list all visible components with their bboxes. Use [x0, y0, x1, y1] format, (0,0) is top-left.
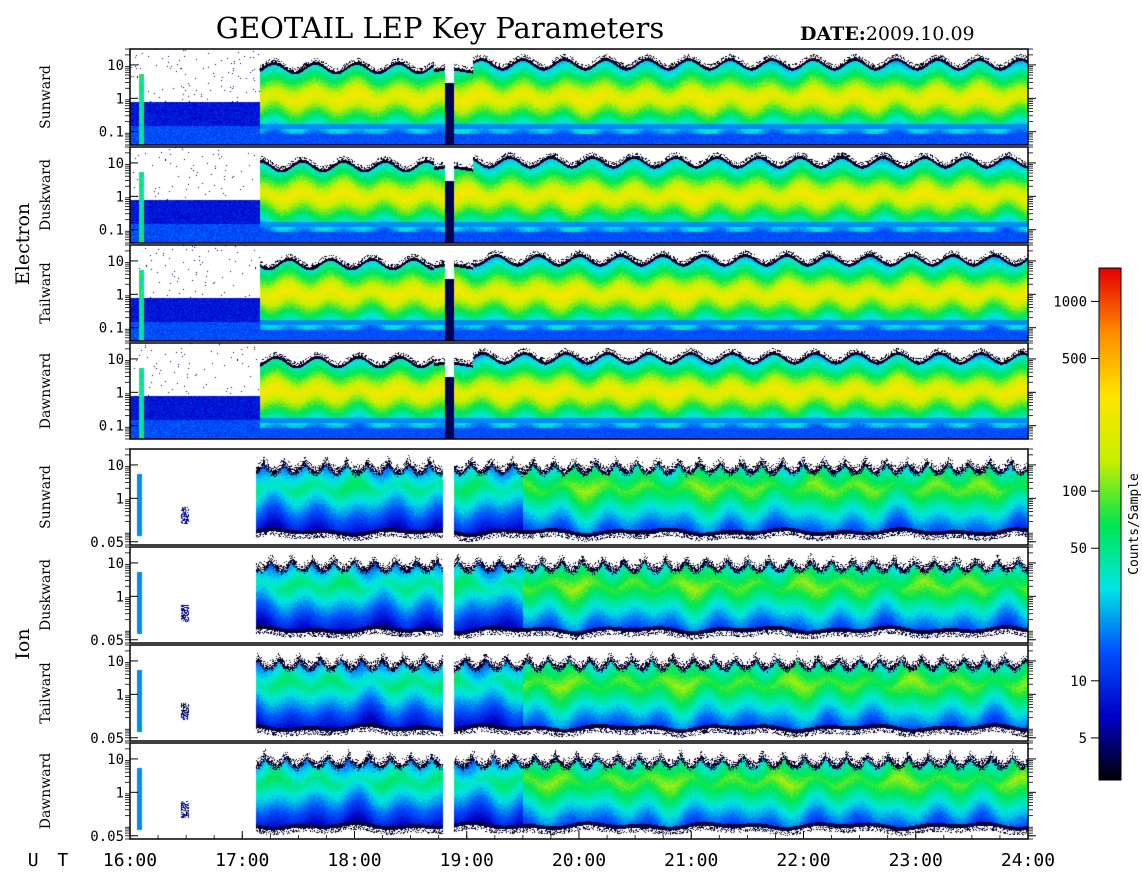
panel-frame [129, 448, 1029, 546]
panel-label: Dawnward [38, 353, 54, 430]
y-tick-label: 1 [116, 785, 124, 801]
x-tick-label: 22:00 [776, 850, 830, 871]
electron-dawnward-spectrogram [130, 343, 1028, 439]
panel-frame [129, 244, 1029, 342]
colorbar: 5 10 50 100 500 1000 Counts/Sample [1053, 267, 1142, 781]
y-tick-label: 10 [107, 156, 124, 172]
panel-label: Duskward [38, 559, 54, 631]
colorbar-tick-label: 100 [1062, 484, 1087, 500]
colorbar-tick-label: 1000 [1053, 294, 1087, 310]
colorbar-gradient [1099, 268, 1121, 780]
y-tick-label: 0.1 [99, 321, 124, 337]
ion-tailward-spectrogram [130, 645, 1028, 741]
panel-label: Tailward [38, 262, 54, 324]
date-label: DATE:2009.10.09 [800, 23, 975, 45]
panel-label: Tailward [38, 662, 54, 724]
x-tick-label: 20:00 [552, 850, 606, 871]
y-tick-label: 10 [107, 352, 124, 368]
y-tick-label: 0.1 [99, 223, 124, 239]
y-tick-label: 1 [116, 91, 124, 107]
panels-layer [130, 49, 1028, 839]
x-tick-label: 21:00 [664, 850, 718, 871]
y-tick-label: 1 [116, 687, 124, 703]
y-tick-label: 1 [116, 287, 124, 303]
ion-group-label: Ion [12, 628, 34, 659]
ion-duskward-spectrogram [130, 547, 1028, 643]
x-axis-label: U T [28, 850, 73, 871]
colorbar-label: Counts/Sample [1127, 473, 1142, 575]
y-tick-label: 10 [107, 58, 124, 74]
panel-frame [129, 644, 1029, 742]
y-tick-label: 0.1 [99, 419, 124, 435]
y-tick-label: 10 [107, 654, 124, 670]
panel-label: Dawnward [38, 753, 54, 830]
x-tick-label: 18:00 [327, 850, 381, 871]
colorbar-tick-label: 500 [1062, 352, 1087, 368]
y-tick-label: 1 [116, 385, 124, 401]
colorbar-tick-label: 10 [1070, 674, 1087, 690]
y-tick-label: 0.1 [99, 125, 124, 141]
panel-label: Duskward [38, 159, 54, 231]
panel-label: Sunward [38, 465, 54, 529]
ion-sunward-spectrogram [130, 449, 1028, 545]
x-tick-label: 19:00 [440, 850, 494, 871]
x-tick-label: 17:00 [215, 850, 269, 871]
y-tick-label: 10 [107, 458, 124, 474]
y-tick-label: 0.05 [90, 535, 124, 551]
date-prefix: DATE: [800, 23, 866, 45]
y-tick-label: 0.05 [90, 633, 124, 649]
y-tick-label: 0.05 [90, 829, 124, 845]
x-tick-label: 23:00 [889, 850, 943, 871]
x-tick-label: 24:00 [1001, 850, 1055, 871]
y-tick-label: 10 [107, 556, 124, 572]
panel-frame [129, 342, 1029, 440]
y-tick-label: 0.05 [90, 731, 124, 747]
colorbar-frame [1098, 267, 1122, 781]
colorbar-tick-label: 50 [1070, 541, 1087, 557]
electron-sunward-spectrogram [130, 49, 1028, 145]
y-tick-label: 10 [107, 752, 124, 768]
x-tick-label: 16:00 [103, 850, 157, 871]
panel-frame [129, 146, 1029, 244]
ion-dawnward-spectrogram [130, 743, 1028, 839]
panel-frame [129, 48, 1029, 146]
y-tick-label: 10 [107, 254, 124, 270]
y-tick-label: 1 [116, 189, 124, 205]
electron-group-label: Electron [12, 203, 34, 285]
panel-frame [129, 546, 1029, 644]
axes-layer: Electron Sunward 10 1 0.1 Duskward 10 1 0.1 Tailw… [12, 48, 1055, 871]
panel-label: Sunward [38, 65, 54, 129]
electron-duskward-spectrogram [130, 147, 1028, 243]
electron-tailward-spectrogram [130, 245, 1028, 341]
y-tick-label: 1 [116, 491, 124, 507]
figure-title: GEOTAIL LEP Key Parameters [216, 11, 664, 45]
y-tick-label: 1 [116, 589, 124, 605]
colorbar-tick-label: 5 [1079, 731, 1087, 747]
date-value: 2009.10.09 [866, 23, 975, 45]
